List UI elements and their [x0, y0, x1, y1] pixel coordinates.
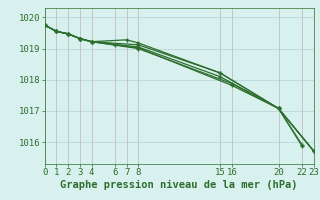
X-axis label: Graphe pression niveau de la mer (hPa): Graphe pression niveau de la mer (hPa) — [60, 180, 298, 190]
